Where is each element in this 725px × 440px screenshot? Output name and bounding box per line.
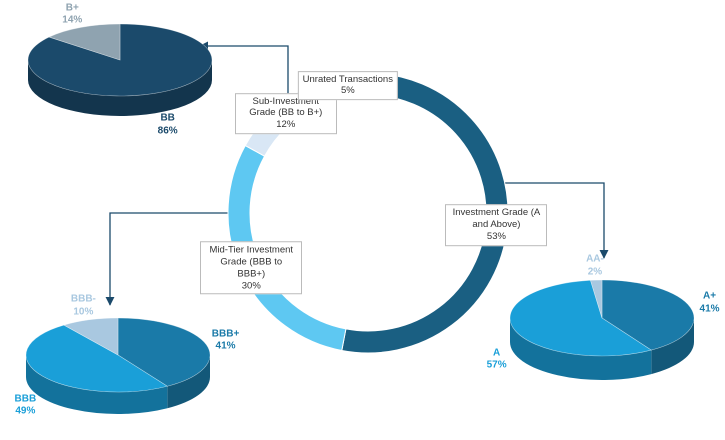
slice-side [28, 60, 212, 116]
segment-label: Sub-Investment Grade (BB to B+) 12% [234, 92, 337, 135]
segment-label: Investment Grade (A and Above) 53% [445, 204, 548, 246]
slice-label: A+ 41% [700, 291, 720, 316]
slice-label: BBB 49% [15, 393, 37, 418]
slice-label: AA- 2% [586, 254, 604, 279]
pie-slice [25, 324, 169, 393]
slice-side [651, 318, 694, 375]
pie-tops [509, 279, 695, 357]
slice-name: A+ [703, 290, 717, 302]
pie-sides [510, 318, 694, 380]
slice-side [167, 355, 210, 409]
segment-value: 12% [276, 119, 296, 131]
slice-side [510, 318, 652, 380]
slice-label: BB 86% [158, 113, 178, 138]
pie-tops [25, 317, 211, 393]
slice-label: B+ 14% [62, 2, 82, 27]
slice-value: 14% [62, 14, 83, 26]
slice-name: A [492, 347, 501, 359]
segment-value: 30% [241, 279, 261, 291]
segment-name: Sub-Investment Grade (BB to B+) [249, 95, 323, 119]
slice-value: 41% [215, 340, 236, 352]
pie-slice [117, 317, 211, 387]
slice-value: 49% [15, 405, 36, 417]
segment-name: Mid-Tier Investment Grade (BBB to BBB+) [209, 244, 294, 279]
slice-name: BBB+ [211, 328, 240, 340]
pie-slice [509, 279, 653, 357]
arrow [105, 212, 232, 306]
arrow [199, 41, 289, 112]
slice-name: BBB [14, 393, 37, 405]
pie-slice [48, 23, 121, 61]
segment-name: Investment Grade (A and Above) [452, 207, 541, 231]
connector-arrows [105, 41, 609, 306]
slice-value: 2% [587, 266, 603, 278]
slice-name: B+ [65, 2, 79, 14]
slice-name: BBB- [70, 293, 96, 305]
arrow [498, 182, 609, 259]
slice-value: 41% [699, 303, 720, 315]
slice-value: 57% [486, 359, 507, 371]
pie-slice [590, 279, 603, 319]
segment-value: 53% [486, 231, 506, 243]
slice-label: BBB+ 41% [212, 328, 240, 353]
pie-slice [27, 23, 213, 97]
slice-name: AA- [586, 253, 604, 265]
pie-sides [28, 60, 212, 116]
slice-value: 10% [73, 306, 94, 318]
segment-label: Mid-Tier Investment Grade (BBB to BBB+) 3… [200, 241, 303, 295]
slice-name: BB [160, 112, 175, 124]
pie-sides [26, 355, 210, 414]
slice-label: BBB- 10% [71, 294, 96, 319]
pie-slice [601, 279, 695, 351]
slice-value: 86% [157, 125, 178, 137]
segment-label: Unrated Transactions 5% [297, 70, 398, 101]
segment-name: Unrated Transactions [302, 73, 393, 85]
pie-slice [63, 317, 119, 356]
segment-value: 5% [340, 85, 355, 97]
slice-label: A 57% [487, 347, 507, 372]
pie-tops [27, 23, 213, 97]
slice-side [26, 355, 168, 414]
